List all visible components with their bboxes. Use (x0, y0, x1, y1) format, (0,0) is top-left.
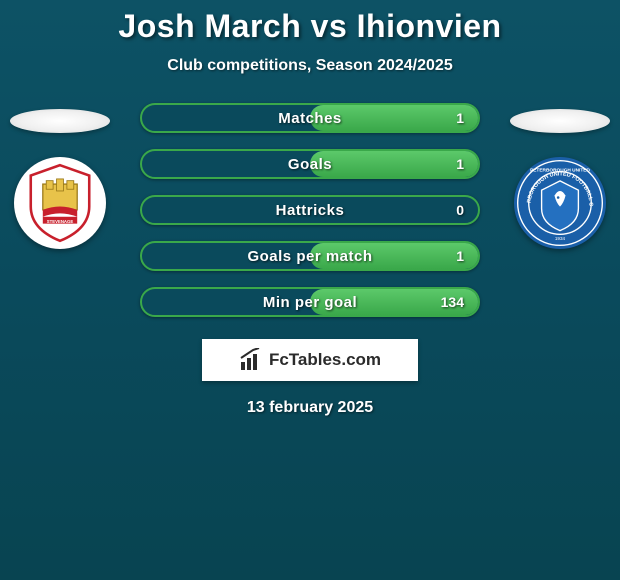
bar-chart-icon (239, 348, 263, 372)
stat-label: Goals per match (142, 248, 478, 265)
stat-value-right: 0 (456, 202, 464, 218)
stat-row: Goals per match1 (140, 241, 480, 271)
brand-label: FcTables.com (269, 350, 381, 370)
brand-box[interactable]: FcTables.com (202, 339, 418, 381)
subtitle: Club competitions, Season 2024/2025 (167, 57, 452, 75)
date-label: 13 february 2025 (247, 399, 373, 417)
comparison-card: Josh March vs Ihionvien Club competition… (0, 0, 620, 417)
stat-row: Matches1 (140, 103, 480, 133)
stat-label: Hattricks (142, 202, 478, 219)
body-row: STEVENAGE Matches1Goals1Hattricks0Goals … (0, 103, 620, 317)
stat-value-right: 134 (441, 294, 464, 310)
stat-row: Hattricks0 (140, 195, 480, 225)
stevenage-crest-icon: STEVENAGE (17, 160, 103, 246)
stat-label: Matches (142, 110, 478, 127)
stat-label: Min per goal (142, 294, 478, 311)
peterborough-crest-icon: PETERBOROUGH UNITED PETERBOROUGH UNITED … (514, 157, 606, 249)
right-column: PETERBOROUGH UNITED PETERBOROUGH UNITED … (500, 103, 620, 249)
page-title: Josh March vs Ihionvien (118, 8, 501, 45)
stat-row: Min per goal134 (140, 287, 480, 317)
left-spot-ellipse (10, 109, 110, 133)
svg-text:1934: 1934 (555, 236, 566, 241)
svg-text:STEVENAGE: STEVENAGE (47, 219, 74, 224)
stat-value-right: 1 (456, 156, 464, 172)
stat-value-right: 1 (456, 248, 464, 264)
left-team-crest: STEVENAGE (14, 157, 106, 249)
left-column: STEVENAGE (0, 103, 120, 249)
right-team-crest: PETERBOROUGH UNITED PETERBOROUGH UNITED … (514, 157, 606, 249)
stat-value-right: 1 (456, 110, 464, 126)
stats-column: Matches1Goals1Hattricks0Goals per match1… (140, 103, 480, 317)
right-spot-ellipse (510, 109, 610, 133)
stat-label: Goals (142, 156, 478, 173)
stat-row: Goals1 (140, 149, 480, 179)
